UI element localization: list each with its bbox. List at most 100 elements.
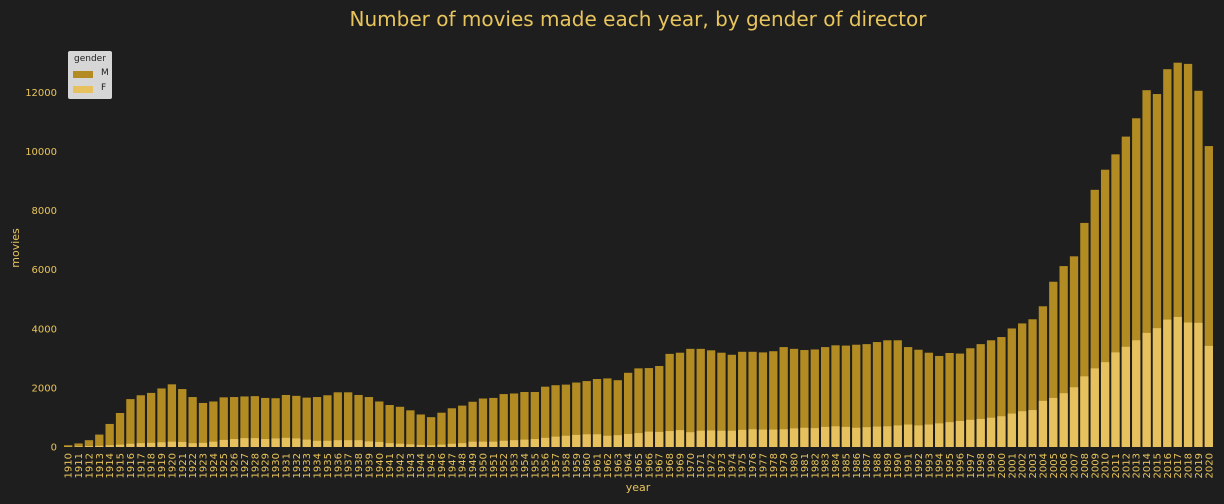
- bar-m-1963: [613, 380, 622, 447]
- bar-m-1975: [738, 351, 747, 447]
- bar-f-1912: [84, 446, 94, 447]
- x-tick-label: 1936: [333, 453, 344, 478]
- bar-f-1939: [364, 441, 374, 447]
- bar-f-1964: [623, 433, 633, 447]
- x-axis-ticks: 1910 1911 1912 1913 1914 1915 1916 1917 1918 1919…: [64, 453, 1216, 478]
- bar-m-1946: [437, 412, 446, 447]
- x-tick-label: 1911: [74, 453, 85, 478]
- bar-m-1964: [623, 372, 633, 447]
- bar-m-1989: [883, 340, 892, 447]
- bar-f-1911: [74, 446, 83, 447]
- bar-f-2002: [1018, 411, 1027, 447]
- x-tick-label: 1919: [157, 453, 168, 478]
- bar-f-1953: [509, 440, 519, 447]
- bar-f-2011: [1111, 352, 1120, 447]
- bar-f-1932: [292, 438, 301, 447]
- bar-f-1991: [903, 424, 913, 447]
- bar-m-1911: [74, 443, 83, 447]
- x-tick-label: 1989: [883, 453, 894, 478]
- x-tick-label: 1973: [717, 453, 728, 478]
- bar-m-1956: [541, 386, 550, 447]
- x-tick-label: 1962: [603, 453, 614, 478]
- bar-f-1963: [613, 435, 622, 447]
- bar-m-2000: [997, 337, 1006, 447]
- bar-f-1914: [105, 445, 114, 447]
- bar-m-1941: [385, 405, 394, 447]
- bar-f-1960: [582, 434, 591, 447]
- bar-f-1970: [686, 432, 695, 447]
- bar-m-1919: [157, 388, 166, 447]
- x-tick-label: 2020: [1204, 453, 1215, 478]
- x-tick-label: 1921: [178, 453, 189, 478]
- y-tick-label: 12000: [25, 88, 57, 99]
- bar-f-1936: [333, 440, 342, 447]
- bar-m-1952: [499, 394, 508, 447]
- bar-f-1947: [447, 443, 456, 447]
- bar-f-1975: [738, 429, 747, 447]
- bar-f-1979: [779, 429, 788, 447]
- bar-m-1984: [831, 345, 840, 447]
- bar-f-1985: [841, 426, 851, 447]
- bar-m-1918: [146, 392, 156, 447]
- bar-m-1910: [64, 445, 73, 447]
- x-tick-label: 1920: [167, 453, 178, 478]
- bar-m-2001: [1007, 328, 1016, 447]
- bar-f-2006: [1059, 393, 1068, 447]
- bar-f-1926: [229, 439, 239, 447]
- x-tick-label: 1965: [634, 453, 645, 478]
- x-tick-label: 1933: [302, 453, 313, 478]
- bar-f-1973: [717, 430, 726, 447]
- x-tick-label: 1950: [478, 453, 489, 478]
- bar-m-1942: [395, 406, 405, 447]
- bar-f-1997: [966, 419, 975, 447]
- x-tick-label: 1977: [758, 453, 769, 478]
- x-tick-label: 1929: [261, 453, 272, 478]
- bar-f-1982: [810, 428, 819, 447]
- series-f-bars: [64, 316, 1213, 447]
- bar-m-1985: [841, 345, 851, 447]
- y-tick-label: 8000: [32, 206, 57, 217]
- bar-f-2010: [1100, 362, 1110, 447]
- x-tick-label: 1948: [458, 453, 469, 478]
- bar-m-1917: [136, 395, 145, 447]
- x-tick-label: 1970: [686, 453, 697, 478]
- x-tick-label: 2000: [997, 453, 1008, 478]
- x-tick-label: 1942: [396, 453, 407, 478]
- y-tick-label: 0: [51, 443, 57, 454]
- y-axis-ticks: 0 2000 4000 6000 8000 10000 12000: [25, 88, 57, 454]
- x-tick-label: 1974: [727, 453, 738, 478]
- bar-m-1998: [976, 344, 985, 447]
- bar-f-2001: [1007, 413, 1016, 447]
- x-tick-label: 1990: [893, 453, 904, 478]
- bar-f-1972: [706, 430, 716, 447]
- bar-m-1990: [893, 340, 902, 447]
- bar-f-1949: [468, 441, 477, 447]
- bar-m-1937: [344, 392, 353, 447]
- bar-m-1944: [416, 414, 425, 447]
- bar-m-1977: [758, 352, 768, 447]
- bar-m-1969: [675, 352, 685, 447]
- bar-f-1983: [821, 426, 830, 447]
- bar-f-1986: [852, 427, 861, 447]
- x-tick-label: 1964: [624, 453, 635, 478]
- bar-f-1966: [644, 431, 654, 447]
- bar-f-1996: [955, 420, 965, 447]
- bar-f-1933: [302, 439, 311, 447]
- bar-m-1912: [84, 440, 94, 447]
- bar-m-2019: [1194, 90, 1203, 447]
- x-tick-label: 1914: [105, 453, 116, 478]
- x-tick-label: 1997: [966, 453, 977, 478]
- x-tick-label: 2007: [1070, 453, 1081, 478]
- bar-f-1929: [261, 439, 270, 447]
- bar-f-1934: [312, 440, 322, 447]
- bar-m-1966: [644, 368, 654, 447]
- bar-f-1921: [178, 441, 187, 447]
- bar-f-2014: [1142, 332, 1151, 447]
- x-tick-label: 1947: [447, 453, 458, 478]
- bar-m-1936: [333, 392, 342, 447]
- x-tick-label: 1910: [64, 453, 75, 478]
- bar-m-1995: [945, 352, 954, 447]
- bar-m-1955: [530, 392, 539, 447]
